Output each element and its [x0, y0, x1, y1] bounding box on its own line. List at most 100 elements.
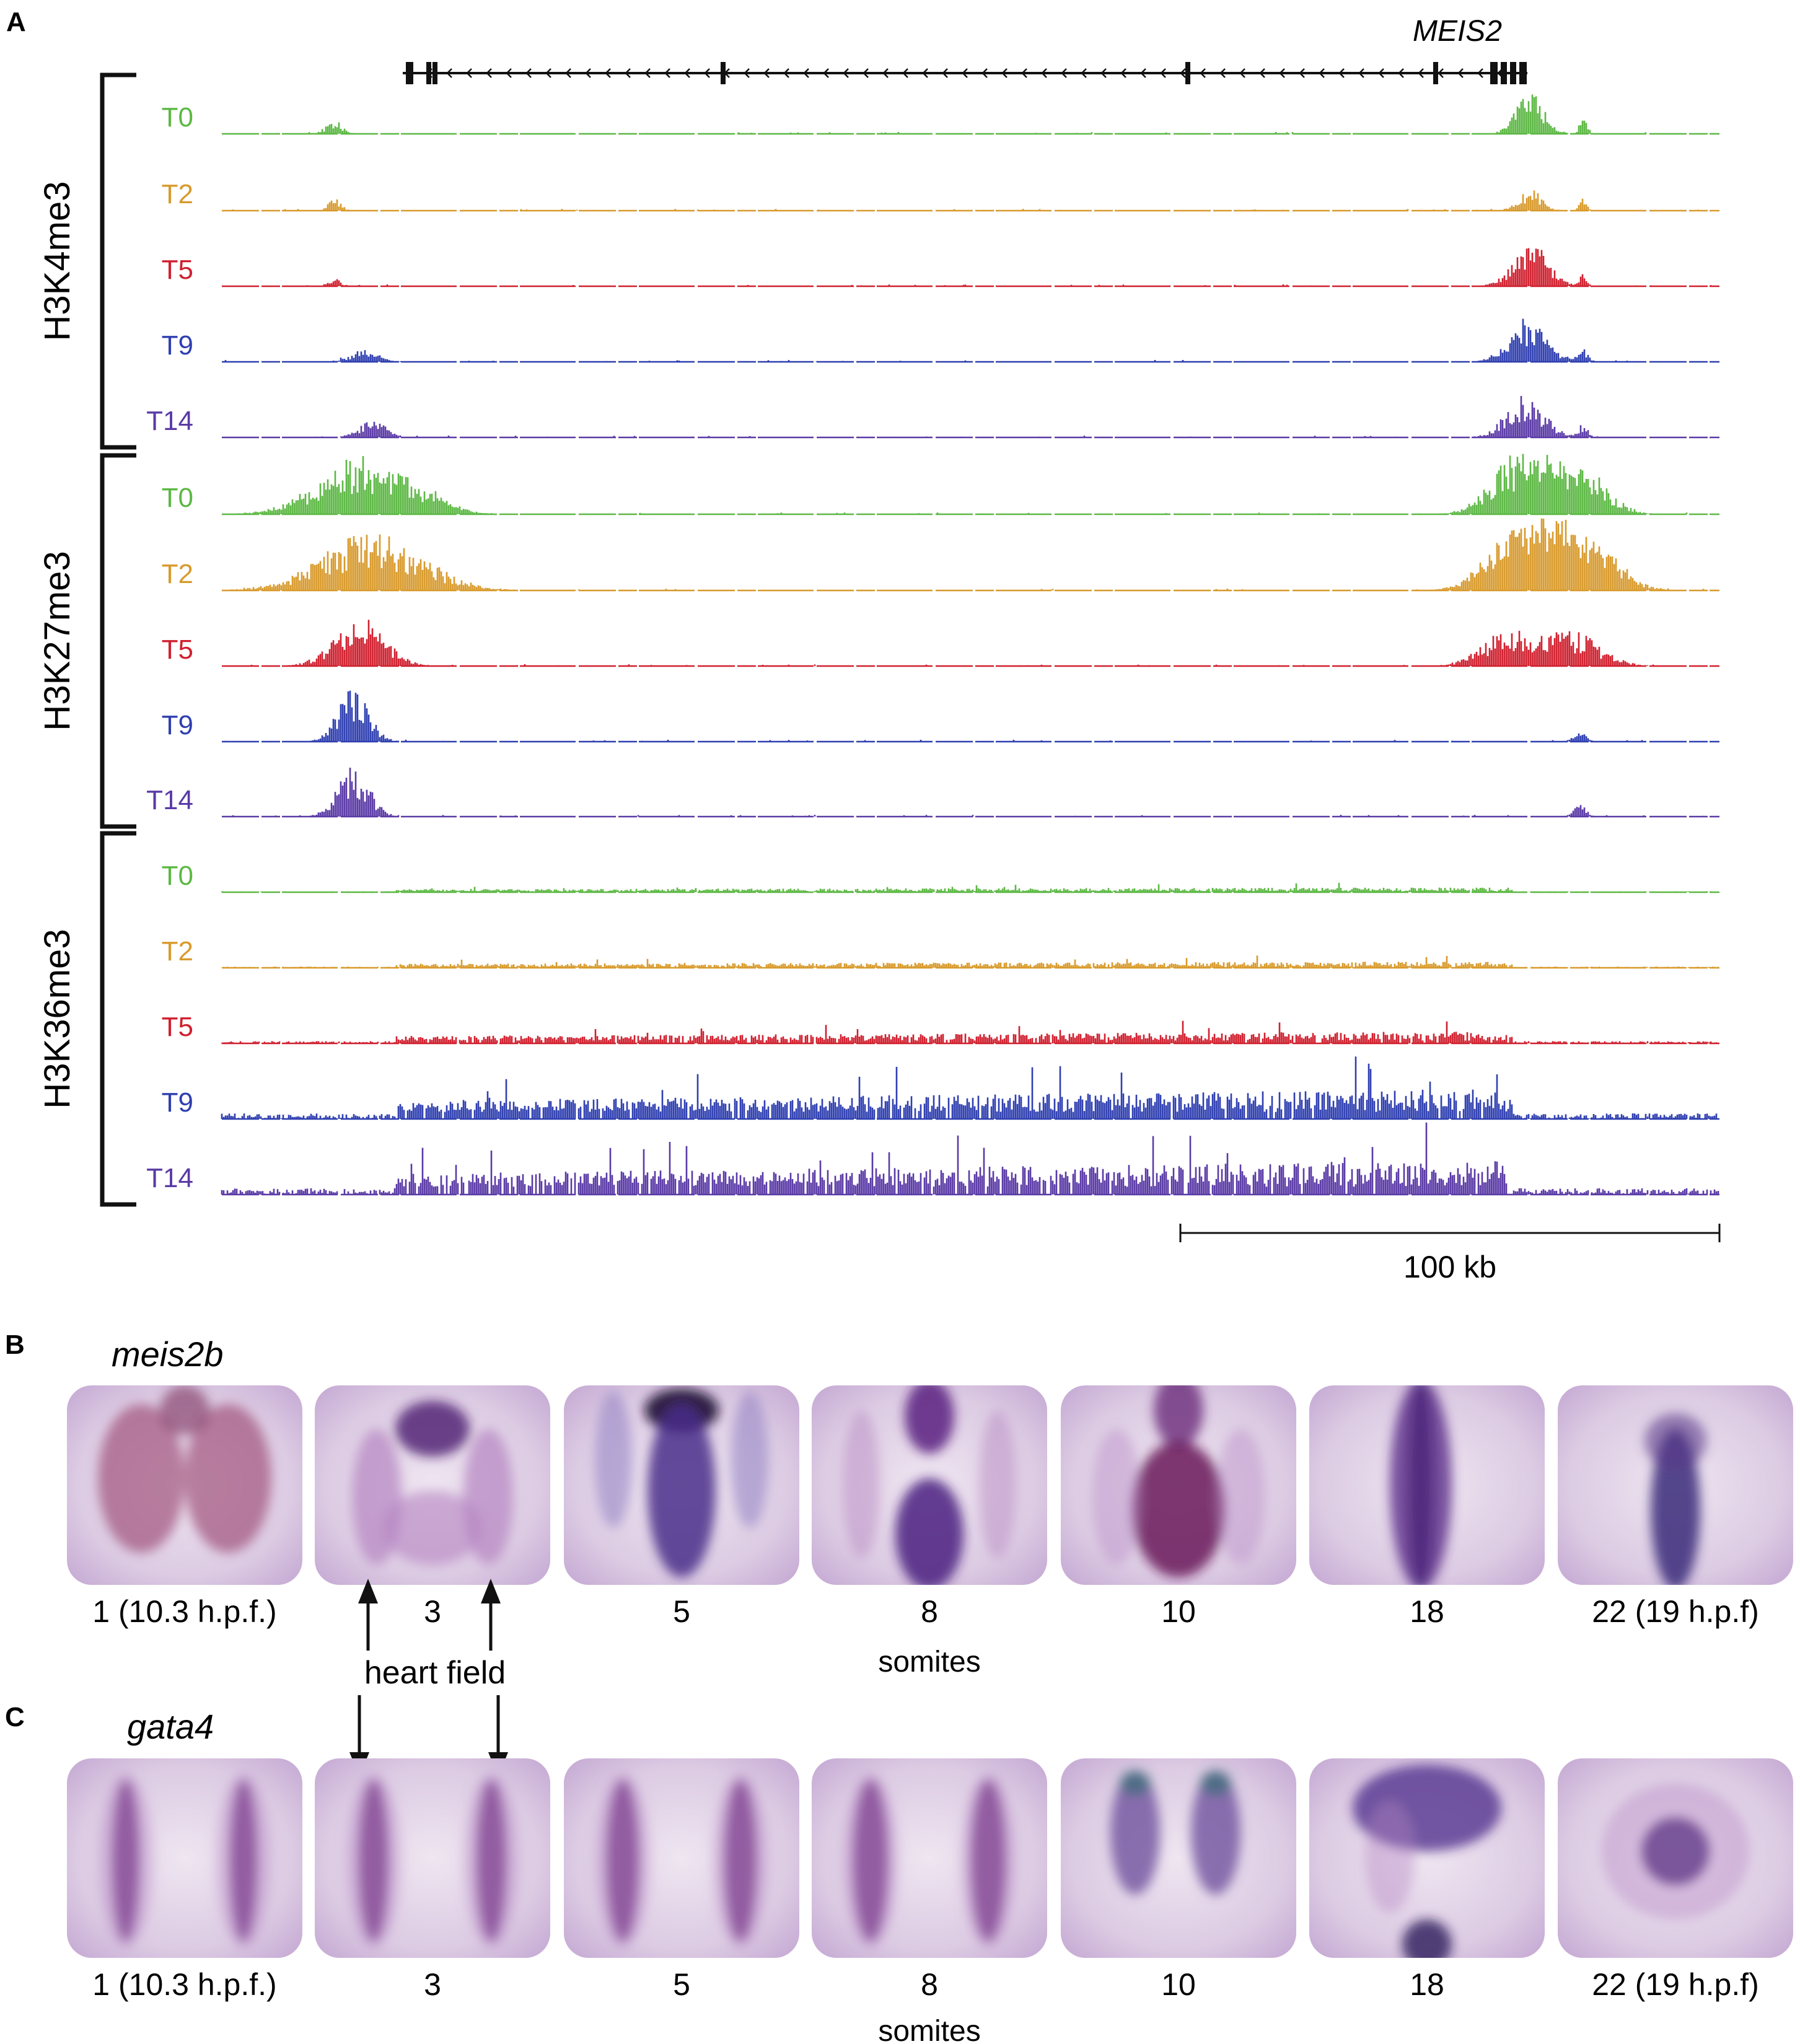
scale-bar: 100 kb	[1179, 1224, 1721, 1284]
stage-label: 22 (19 h.p.f)	[1592, 1594, 1759, 1629]
track-signal	[224, 690, 1666, 742]
stage-label: 5	[673, 1967, 690, 2002]
stage-label: 18	[1410, 1967, 1444, 2002]
track-h3k4me3-t14: T14	[146, 396, 1719, 439]
group-label: H3K36me3	[37, 929, 77, 1108]
embryo-image	[1558, 1758, 1793, 1958]
track-time-label: T0	[162, 483, 193, 513]
embryo-image	[315, 1758, 550, 1958]
track-signal	[230, 518, 1705, 590]
gene-label-gata4: gata4	[127, 1707, 214, 1746]
group-bracket	[100, 72, 136, 450]
track-h3k27me3-t0: T0	[162, 454, 1719, 515]
track-h3k4me3-t9: T9	[162, 318, 1719, 363]
track-time-label: T0	[162, 861, 193, 891]
arrow-up-right-icon	[481, 1579, 501, 1651]
track-signal	[222, 955, 1719, 968]
stage-label: 10	[1161, 1967, 1196, 2002]
track-signal	[234, 454, 1688, 514]
stage-label: 8	[921, 1967, 938, 2002]
track-h3k4me3-t2: T2	[162, 179, 1719, 212]
track-time-label: T5	[162, 255, 193, 285]
embryo-row-gata4	[67, 1758, 1793, 1958]
embryo-image	[812, 1758, 1047, 1958]
stage-label: 1 (10.3 h.p.f.)	[92, 1967, 276, 2002]
track-time-label: T14	[146, 406, 193, 436]
track-time-label: T0	[162, 102, 193, 133]
arrow-up-left-icon	[358, 1579, 378, 1651]
track-time-label: T5	[162, 1012, 193, 1042]
track-time-label: T2	[162, 559, 193, 589]
embryo-image	[564, 1385, 799, 1585]
scale-bar-label: 100 kb	[1403, 1250, 1496, 1284]
gene-label-meis2b: meis2b	[112, 1335, 224, 1374]
stage-label: 10	[1161, 1594, 1196, 1629]
track-time-label: T2	[162, 936, 193, 967]
track-h3k27me3-t5: T5	[162, 620, 1719, 667]
track-time-label: T14	[146, 1163, 193, 1193]
track-h3k4me3-t5: T5	[162, 248, 1719, 287]
track-group-h3k4me3: H3K4me3 T0 T2 T5 T9 T14	[37, 72, 1719, 450]
track-signal	[221, 1122, 1719, 1195]
track-h3k36me3-t14: T14	[146, 1122, 1719, 1196]
track-h3k36me3-t9: T9	[162, 1056, 1719, 1120]
track-signal	[224, 318, 1628, 362]
gene-label-meis2: MEIS2	[1413, 15, 1502, 48]
panel-c-letter: C	[5, 1702, 25, 1732]
track-time-label: T5	[162, 634, 193, 665]
stage-labels-meis2b: 1 (10.3 h.p.f.) 3 5 8 10 18 22 (19 h.p.f)	[92, 1594, 1759, 1629]
panel-a-letter: A	[6, 7, 26, 37]
track-group-h3k36me3: H3K36me3 T0 T2 T5 T9 T14	[37, 831, 1719, 1207]
track-signal	[250, 620, 1654, 666]
track-time-label: T9	[162, 1087, 193, 1118]
embryo-image	[564, 1758, 799, 1958]
track-time-label: T14	[146, 785, 193, 815]
gene-model	[403, 62, 1527, 84]
track-signal	[221, 1056, 1718, 1119]
embryo-row-meis2b	[67, 1385, 1793, 1585]
panel-b-letter: B	[5, 1330, 25, 1360]
embryo-image	[67, 1385, 302, 1585]
track-h3k27me3-t2: T2	[162, 518, 1719, 592]
group-bracket	[100, 453, 136, 829]
stage-label: 3	[424, 1594, 441, 1629]
somites-label-b: somites	[878, 1646, 980, 1678]
embryo-image	[1061, 1385, 1296, 1585]
track-h3k27me3-t9: T9	[162, 690, 1719, 743]
embryo-image	[67, 1758, 302, 1958]
track-h3k36me3-t5: T5	[162, 1012, 1719, 1045]
track-h3k36me3-t0: T0	[162, 861, 1719, 893]
stage-labels-gata4: 1 (10.3 h.p.f.) 3 5 8 10 18 22 (19 h.p.f)	[92, 1967, 1759, 2002]
stage-label: 3	[424, 1967, 441, 2002]
embryo-image	[812, 1385, 1047, 1585]
track-signal	[276, 94, 1679, 134]
stage-label: 5	[673, 1594, 690, 1629]
embryo-image	[1309, 1385, 1545, 1585]
track-signal	[232, 190, 1699, 211]
track-signal	[232, 768, 1705, 817]
stage-label: 1 (10.3 h.p.f.)	[92, 1594, 276, 1629]
somites-label-c: somites	[878, 2015, 980, 2044]
track-h3k27me3-t14: T14	[146, 768, 1719, 818]
track-signal	[315, 396, 1664, 437]
track-time-label: T9	[162, 330, 193, 361]
embryo-image	[1558, 1385, 1793, 1585]
track-h3k4me3-t0: T0	[162, 94, 1719, 135]
embryo-image	[1309, 1758, 1545, 1958]
stage-label: 8	[921, 1594, 938, 1629]
heart-field-annotation: heart field	[349, 1579, 508, 1777]
group-bracket	[100, 831, 136, 1207]
group-label: H3K27me3	[37, 551, 77, 730]
embryo-image	[1061, 1758, 1296, 1958]
track-time-label: T2	[162, 179, 193, 209]
chip-seq-tracks: H3K4me3T0T2T5T9T14H3K27me3T0T2T5T9T14H3K…	[37, 72, 1719, 1207]
heart-field-label: heart field	[364, 1655, 506, 1691]
stage-label: 22 (19 h.p.f)	[1592, 1967, 1759, 2002]
track-signal	[306, 248, 1712, 286]
group-label: H3K4me3	[37, 182, 77, 341]
track-group-h3k27me3: H3K27me3 T0 T2 T5 T9 T14	[37, 453, 1719, 829]
track-h3k36me3-t2: T2	[162, 936, 1719, 969]
track-signal	[221, 1020, 1718, 1043]
track-time-label: T9	[162, 710, 193, 740]
